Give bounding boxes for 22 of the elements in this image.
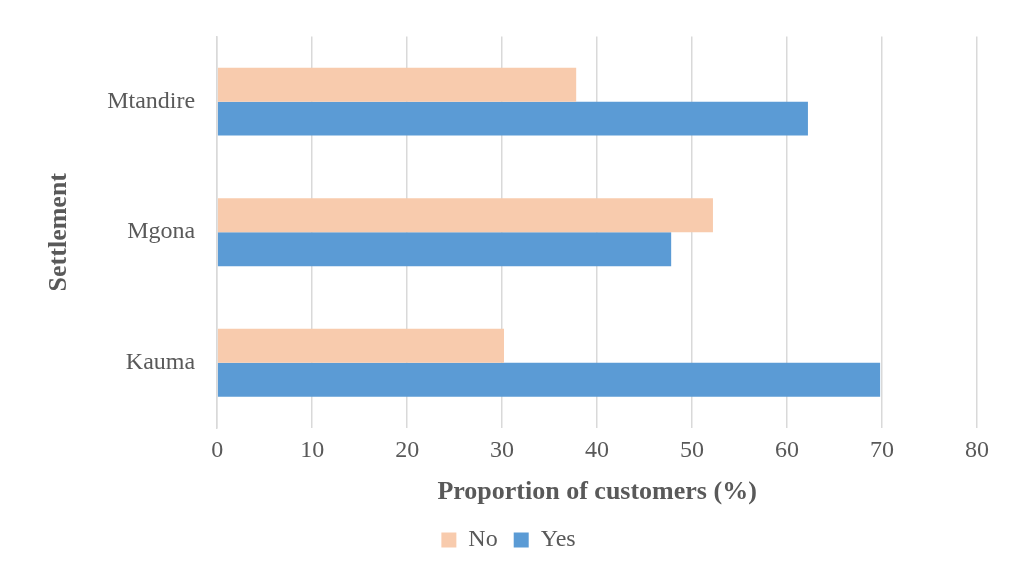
y-tick-label: Mtandire — [107, 86, 196, 113]
legend-label: Yes — [540, 525, 576, 552]
bar — [217, 198, 713, 233]
x-tick-label: 40 — [585, 435, 610, 462]
x-tick-label: 60 — [775, 435, 800, 462]
legend-label: No — [468, 525, 498, 552]
x-tick-label: 70 — [870, 435, 895, 462]
y-tick-label: Kauma — [125, 348, 196, 375]
x-tick-label: 30 — [490, 435, 515, 462]
x-tick-label: 80 — [965, 435, 989, 462]
y-axis-title: Settlement — [43, 172, 73, 292]
x-tick-label: 20 — [395, 435, 420, 462]
x-tick-label: 50 — [680, 435, 705, 462]
x-axis-title: Proportion of customers (%) — [437, 476, 757, 506]
y-tick-label: Mgona — [127, 217, 196, 244]
bar — [217, 67, 577, 102]
bar — [217, 232, 672, 267]
bar — [217, 362, 881, 397]
x-tick-label: 10 — [300, 435, 325, 462]
bar — [217, 328, 505, 363]
x-tick-label: 0 — [211, 435, 224, 462]
bar — [217, 101, 808, 136]
